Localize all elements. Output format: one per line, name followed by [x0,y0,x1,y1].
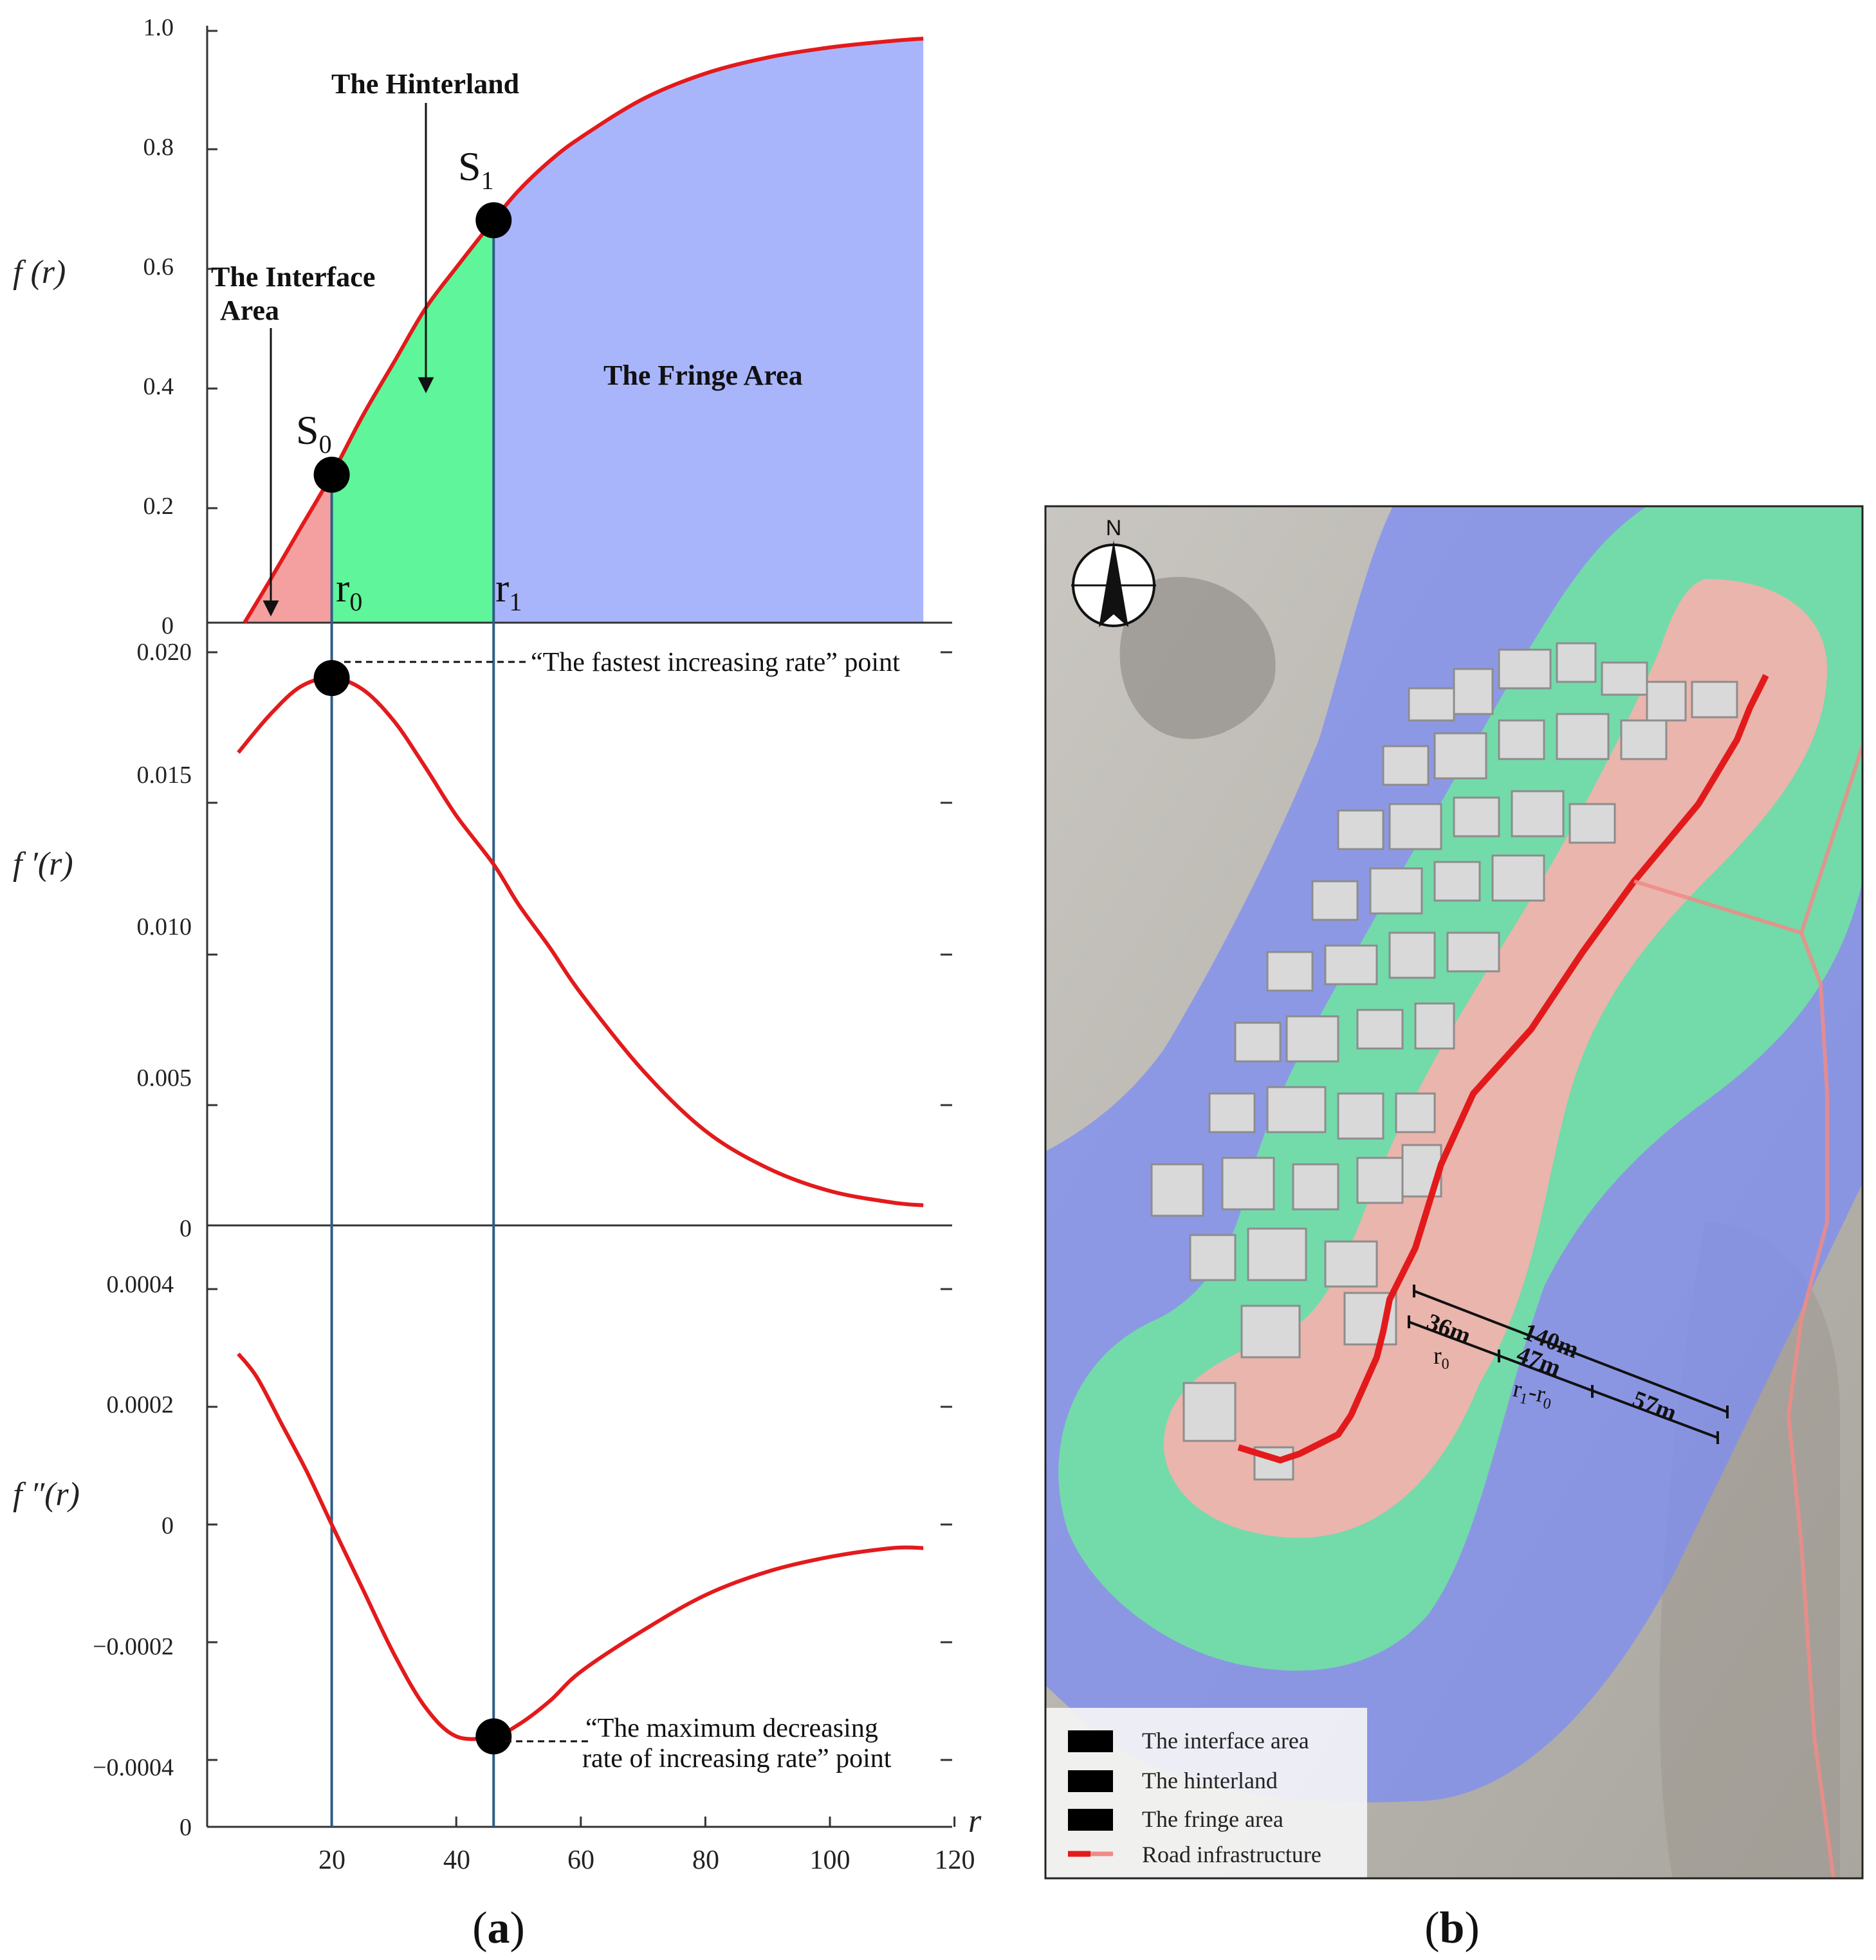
middle-ytick: 0.010 [137,913,192,940]
top-ytick: 0.8 [143,134,174,161]
x-axis-label: r [968,1803,982,1840]
r0-label: r0 [336,565,362,616]
x-tick: 120 [935,1846,975,1875]
fringe-region-fill [493,38,924,623]
marker-points [313,202,512,1755]
max-decrease-annotation-line1: “The maximum decreasing [585,1714,878,1743]
caption-a: (a) [472,1903,525,1953]
fringe-label: The Fringe Area [603,360,803,391]
middle-ytick: 0.015 [137,762,192,789]
interface-region-fill [244,475,332,623]
middle-ytick: 0 [179,1215,192,1242]
bottom-ytick: −0.0004 [93,1754,174,1781]
interface-label-line1: The Interface [211,261,375,293]
top-ylabel: f (r) [13,254,66,291]
bottom-ytick: 0.0004 [107,1271,174,1298]
bottom-ytick: 0.0002 [107,1391,174,1418]
bottom-ylabel: f ″(r) [13,1476,80,1513]
x-tick: 40 [443,1846,470,1875]
x-tick: 60 [567,1846,594,1875]
top-ytick: 0.4 [143,373,174,400]
fastest-rate-annotation: “The fastest increasing rate” point [531,648,900,677]
curve-line [237,1352,924,1741]
interface-label-line2: Area [220,295,279,326]
top-ytick: 1.0 [143,14,174,41]
x-tick: 100 [810,1846,851,1875]
top-ytick: 0.6 [143,253,174,280]
hinterland-arrow-head [418,377,434,394]
hinterland-region-fill [331,220,494,623]
max-decrease-annotation-line2: rate of increasing rate” point [582,1744,892,1773]
marker-point [313,660,350,697]
x-tick: 80 [692,1846,719,1875]
bottom-ytick: 0 [161,1512,174,1539]
s0-label: S0 [296,407,332,459]
region-fills [244,38,924,623]
interface-arrow-head [262,600,279,617]
top-ytick: 0.2 [143,493,174,520]
chart-axes [206,26,956,1828]
bottom-ytick: 0 [179,1814,192,1841]
middle-ytick: 0.005 [137,1065,192,1092]
hinterland-label: The Hinterland [331,68,519,100]
s1-label: S1 [458,143,494,195]
bottom-ytick: −0.0002 [93,1633,174,1660]
marker-point [475,1718,512,1755]
middle-ytick: 0.020 [137,639,192,666]
reference-lines [330,220,495,1827]
x-tick: 20 [318,1846,345,1875]
r1-label: r1 [495,565,522,616]
marker-point [475,202,512,239]
curve-line [237,676,924,1207]
top-ytick: 0 [161,612,174,639]
middle-ylabel: f ′(r) [13,846,73,883]
marker-point [313,457,350,493]
